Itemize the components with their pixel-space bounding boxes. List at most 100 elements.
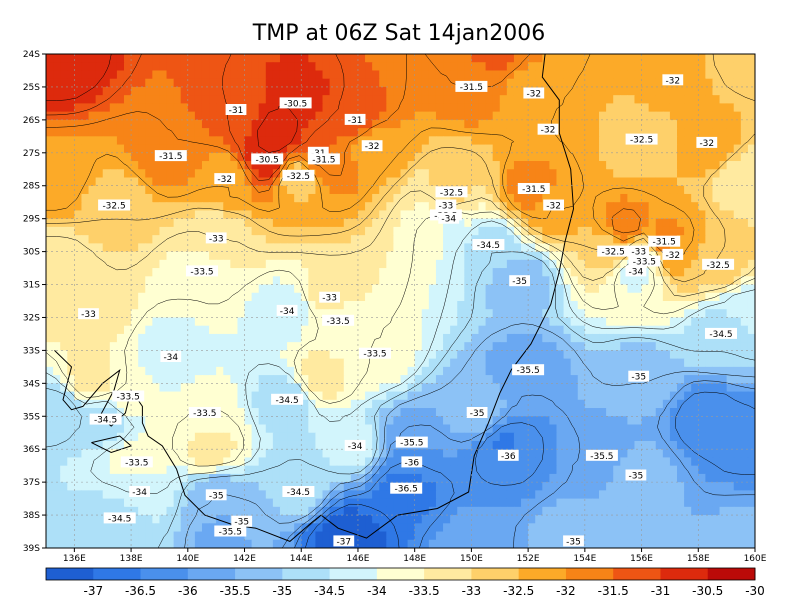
field-cell bbox=[251, 119, 260, 129]
field-cell bbox=[684, 202, 692, 212]
field-cell bbox=[471, 218, 480, 228]
field-cell bbox=[606, 119, 614, 129]
field-cell bbox=[393, 169, 402, 179]
field-cell bbox=[464, 54, 472, 63]
field-cell bbox=[301, 416, 309, 426]
field-cell bbox=[46, 358, 54, 368]
field-cell bbox=[166, 235, 175, 244]
field-cell bbox=[556, 309, 565, 319]
field-cell bbox=[443, 375, 451, 384]
field-cell bbox=[428, 193, 437, 203]
field-cell bbox=[102, 169, 111, 179]
field-cell bbox=[194, 226, 203, 236]
field-cell bbox=[393, 202, 402, 212]
field-cell bbox=[322, 268, 331, 277]
field-cell bbox=[620, 210, 628, 220]
field-cell bbox=[506, 243, 515, 253]
field-cell bbox=[400, 342, 409, 351]
field-cell bbox=[393, 416, 402, 426]
field-cell bbox=[308, 358, 317, 368]
field-cell bbox=[655, 62, 664, 72]
field-cell bbox=[684, 95, 692, 104]
field-cell bbox=[528, 424, 536, 434]
field-cell bbox=[513, 284, 522, 294]
field-cell bbox=[372, 399, 380, 409]
field-cell bbox=[747, 284, 755, 294]
field-cell bbox=[450, 301, 458, 310]
field-cell bbox=[265, 292, 274, 302]
field-cell bbox=[606, 210, 614, 220]
field-cell bbox=[145, 391, 153, 401]
field-cell bbox=[81, 366, 90, 376]
field-cell bbox=[315, 325, 324, 335]
field-cell bbox=[322, 243, 331, 253]
field-cell bbox=[95, 301, 104, 310]
field-cell bbox=[606, 383, 614, 393]
field-cell bbox=[492, 226, 501, 236]
field-cell bbox=[719, 449, 728, 459]
field-cell bbox=[627, 399, 636, 409]
field-cell bbox=[308, 70, 317, 80]
field-cell bbox=[584, 432, 593, 442]
field-cell bbox=[159, 251, 168, 261]
field-cell bbox=[733, 235, 742, 244]
field-cell bbox=[591, 54, 600, 63]
field-cell bbox=[499, 432, 508, 442]
field-cell bbox=[123, 152, 132, 162]
field-cell bbox=[343, 251, 352, 261]
field-cell bbox=[641, 218, 650, 228]
field-cell bbox=[669, 416, 678, 426]
field-cell bbox=[513, 301, 522, 310]
field-cell bbox=[492, 457, 501, 467]
field-cell bbox=[74, 301, 83, 310]
field-cell bbox=[528, 440, 536, 450]
field-cell bbox=[443, 193, 451, 203]
field-cell bbox=[46, 128, 54, 137]
field-cell bbox=[194, 128, 203, 137]
field-cell bbox=[662, 152, 671, 162]
field-cell bbox=[145, 416, 153, 426]
field-cell bbox=[712, 449, 721, 459]
field-cell bbox=[450, 103, 458, 113]
field-cell bbox=[606, 317, 614, 327]
field-cell bbox=[542, 235, 550, 244]
field-cell bbox=[187, 449, 196, 459]
field-cell bbox=[492, 416, 501, 426]
field-cell bbox=[237, 78, 246, 88]
field-cell bbox=[698, 383, 706, 393]
field-cell bbox=[450, 383, 458, 393]
field-cell bbox=[315, 202, 324, 212]
field-cell bbox=[655, 416, 664, 426]
field-cell bbox=[209, 119, 217, 129]
field-cell bbox=[712, 383, 721, 393]
field-cell bbox=[556, 424, 565, 434]
field-cell bbox=[386, 202, 395, 212]
field-cell bbox=[464, 391, 472, 401]
field-cell bbox=[528, 218, 536, 228]
field-cell bbox=[336, 235, 345, 244]
field-cell bbox=[471, 317, 480, 327]
field-cell bbox=[627, 416, 636, 426]
field-cell bbox=[258, 243, 267, 253]
field-cell bbox=[109, 226, 118, 236]
field-cell bbox=[301, 193, 309, 203]
field-cell bbox=[187, 86, 196, 96]
field-cell bbox=[308, 284, 317, 294]
field-cell bbox=[116, 424, 125, 434]
field-cell bbox=[46, 301, 54, 310]
field-cell bbox=[669, 284, 678, 294]
field-cell bbox=[379, 54, 387, 63]
field-cell bbox=[308, 259, 317, 269]
field-cell bbox=[613, 226, 621, 236]
field-cell bbox=[216, 193, 224, 203]
field-cell bbox=[67, 70, 75, 80]
field-cell bbox=[414, 333, 423, 343]
field-cell bbox=[471, 375, 480, 384]
field-cell bbox=[641, 226, 650, 236]
field-cell bbox=[535, 152, 543, 162]
field-cell bbox=[265, 202, 274, 212]
field-cell bbox=[152, 317, 161, 327]
field-cell bbox=[53, 177, 61, 187]
field-cell bbox=[563, 276, 572, 286]
field-cell bbox=[315, 95, 324, 104]
